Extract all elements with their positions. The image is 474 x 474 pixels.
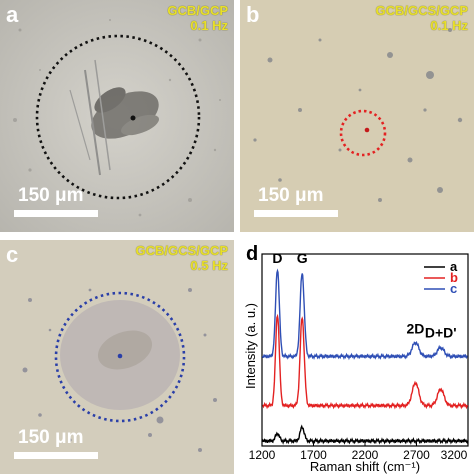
panel-a-condition: GCB/GCP 0.1 Hz: [167, 3, 228, 33]
peak-annotation: D+D': [425, 324, 457, 340]
panel-c-image: [0, 240, 234, 474]
x-axis-label: Raman shift (cm⁻¹): [310, 459, 420, 474]
panel-b-frequency: 0.1 Hz: [430, 18, 468, 33]
x-tick-label: 3200: [441, 448, 468, 462]
test-area-circle-a: [35, 34, 201, 200]
panel-c-condition: GCB/GCS/GCP 0.5 Hz: [136, 243, 228, 273]
x-tick-label: 1200: [249, 448, 276, 462]
panel-c-scalebar: [14, 452, 98, 459]
wear-scar: [69, 59, 159, 176]
panel-a-material: GCB/GCP: [167, 3, 228, 18]
raman-spectra-svg: d 1200 1700 2200 2700 3200 D G 2D D+D' abc Rama…: [243, 243, 469, 474]
peak-annotation: 2D: [407, 321, 425, 337]
panel-a-label: a: [6, 2, 19, 27]
series-line-b: [262, 313, 469, 410]
panel-b-image: [240, 0, 474, 232]
panel-d-label: d: [246, 243, 258, 265]
series-line-a: [261, 424, 469, 445]
peak-annotation: D: [272, 250, 282, 266]
panel-b-material: GCB/GCS/GCP: [375, 3, 468, 18]
legend-label-a: a: [450, 259, 458, 274]
panel-a-scalebar: [14, 210, 98, 217]
panel-a-image: [0, 0, 234, 232]
panel-c-frequency: 0.5 Hz: [190, 258, 228, 273]
x-tick-label: 2200: [352, 448, 379, 462]
panel-b-condition: GCB/GCS/GCP 0.1 Hz: [376, 3, 468, 33]
panel-c-material: GCB/GCS/GCP: [135, 243, 228, 258]
panel-b-scalebar-label: 150 μm: [258, 185, 324, 206]
series-line-c: [261, 268, 468, 361]
test-area-circle-c: [54, 291, 186, 423]
legend-label-c: c: [450, 281, 457, 296]
panel-b-label: b: [246, 2, 260, 27]
x-tick-label: 1700: [300, 448, 327, 462]
x-tick-label: 2700: [403, 448, 430, 462]
y-axis-label: Intensity (a. u.): [243, 303, 258, 389]
panel-a-micrograph: a GCB/GCP 0.1 Hz 150 μm: [0, 0, 234, 232]
test-area-circle-b: [339, 109, 387, 157]
panel-b-scalebar: [254, 210, 338, 217]
panel-c-label: c: [6, 242, 19, 267]
legend-label-b: b: [450, 270, 458, 285]
panel-c-micrograph: c GCB/GCS/GCP 0.5 Hz 150 μm: [0, 240, 234, 474]
peak-annotation: G: [297, 250, 308, 266]
panel-a-frequency: 0.1 Hz: [190, 18, 228, 33]
panel-a-scalebar-label: 150 μm: [18, 185, 84, 206]
panel-b-micrograph: b GCB/GCS/GCP 0.1 Hz 150 μm: [240, 0, 474, 232]
panel-c-scalebar-label: 150 μm: [18, 427, 84, 448]
